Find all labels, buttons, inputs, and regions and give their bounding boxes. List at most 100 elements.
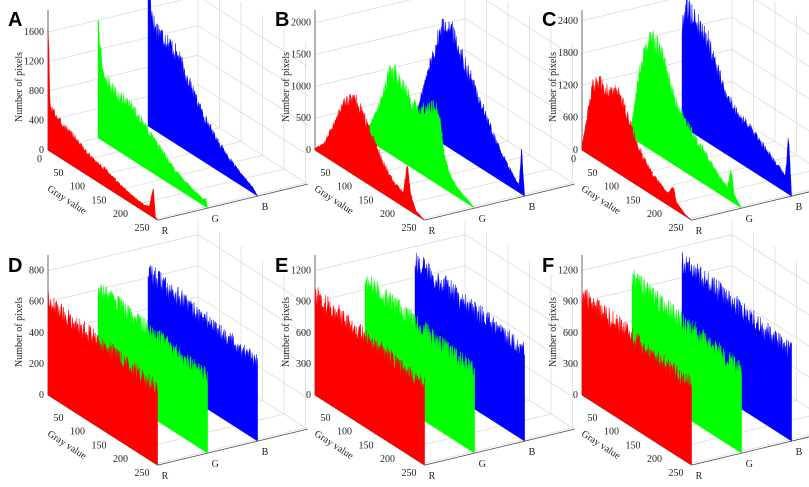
y-tick-label: 300	[296, 359, 311, 370]
gridline	[197, 113, 308, 185]
x-tick-label: 250	[669, 468, 684, 479]
gridline	[689, 189, 809, 220]
y-tick-label: 800	[29, 266, 44, 277]
gridline	[581, 234, 733, 271]
gridline	[422, 427, 573, 465]
y-tick-label: 2400	[558, 16, 578, 27]
histogram-B	[147, 265, 258, 442]
x-tick-label: 50	[588, 413, 598, 424]
channel-label-B: B	[262, 202, 269, 213]
gridline	[731, 234, 809, 285]
x-tick-label: 200	[113, 209, 128, 220]
panel-label: F	[542, 255, 554, 277]
gridline	[400, 413, 552, 451]
x-tick-label: 150	[359, 195, 374, 206]
y-tick-label: 1200	[291, 266, 311, 277]
y-tick-label: 600	[29, 297, 44, 308]
x-tick-label: 150	[92, 440, 107, 451]
histogram-G	[97, 19, 208, 209]
y-tick-label: 1800	[558, 48, 578, 59]
gridline	[581, 0, 671, 22]
x-tick-label: 100	[70, 182, 85, 193]
x-tick-label: 100	[604, 182, 619, 193]
y-tick-label: 0	[573, 145, 578, 156]
y-axis-title: Number of pixels	[281, 297, 292, 367]
channel-axis	[691, 191, 809, 221]
channel-axis	[424, 428, 575, 466]
gridline	[47, 234, 199, 271]
channel-label-G: G	[746, 459, 753, 470]
y-tick-label: 800	[29, 86, 44, 97]
panel-C: 0 600 1200 1800 2400 0 50 100 150 200 250 R G B Number…	[548, 0, 809, 237]
gridline	[464, 81, 575, 153]
gridline	[47, 25, 199, 62]
panel-D: 0 200 400 600 800 50 100 150 200 250 R G B Number of …	[14, 219, 308, 482]
panel-label: C	[542, 9, 556, 31]
channel-axis	[424, 183, 575, 221]
x-tick-label: 150	[626, 440, 641, 451]
y-tick-label: 200	[29, 359, 44, 370]
gridline	[197, 54, 308, 126]
gridline	[464, 296, 575, 368]
gridline	[112, 154, 263, 192]
channel-label-B: B	[529, 447, 536, 458]
x-tick-label: 250	[135, 223, 150, 234]
gridline	[197, 234, 308, 306]
x-tick-label: 50	[54, 413, 64, 424]
channel-label-G: G	[746, 214, 753, 225]
panel-label: B	[275, 9, 289, 31]
gridline	[689, 434, 809, 465]
x-tick-label: 250	[135, 468, 150, 479]
gridline	[47, 265, 199, 303]
y-tick-label: 900	[296, 297, 311, 308]
y-tick-label: 1200	[24, 57, 44, 68]
channel-label-G: G	[479, 214, 486, 225]
gridline	[667, 415, 809, 451]
channel-label-R: R	[162, 471, 169, 482]
x-tick-label: 150	[626, 195, 641, 206]
histogram-G	[631, 30, 743, 209]
y-axis-title: Number of pixels	[14, 52, 25, 122]
gridline	[314, 0, 412, 24]
y-tick-label: 600	[296, 328, 311, 339]
y-tick-label: 600	[563, 328, 578, 339]
histogram-R	[47, 28, 158, 221]
gridline	[133, 413, 285, 451]
histogram-G	[364, 276, 475, 454]
panel-B: 0 500 1000 1500 2000 50 100 150 200 250 R G B Number …	[281, 0, 575, 237]
histogram-B	[681, 0, 792, 197]
x-tick-label: 150	[92, 195, 107, 206]
gridline	[314, 265, 466, 303]
channel-label-G: G	[479, 459, 486, 470]
gridline	[197, 25, 308, 97]
panel-label: D	[8, 255, 22, 277]
y-tick-label: 900	[563, 297, 578, 308]
channel-axis	[157, 183, 308, 221]
x-tick-label: 50	[321, 413, 331, 424]
histogram-B	[414, 252, 525, 442]
gridline	[731, 49, 809, 100]
gridline	[464, 234, 575, 306]
histogram-G	[631, 269, 742, 454]
gridline	[422, 182, 573, 220]
y-tick-label: 0	[573, 390, 578, 401]
gridline	[314, 18, 466, 55]
x-tick-label: 200	[380, 454, 395, 465]
x-tick-label: 150	[359, 440, 374, 451]
gridline	[133, 168, 285, 206]
x-tick-label: 200	[647, 209, 662, 220]
panel-A: 0 400 800 1200 1600 0 50 100 150 200 250 R G B Number …	[14, 0, 308, 237]
x-tick-label: 200	[380, 209, 395, 220]
y-tick-label: 0	[39, 390, 44, 401]
x-tick-label: 100	[337, 182, 352, 193]
gridline	[464, 50, 575, 121]
channel-label-B: B	[529, 202, 536, 213]
gridline	[581, 265, 733, 303]
histogram-B	[147, 0, 259, 197]
channel-label-R: R	[162, 226, 169, 237]
histogram-R	[47, 291, 158, 466]
y-axis-title: Number of pixels	[548, 52, 559, 122]
histogram-R	[581, 289, 692, 466]
gridline	[155, 182, 306, 220]
